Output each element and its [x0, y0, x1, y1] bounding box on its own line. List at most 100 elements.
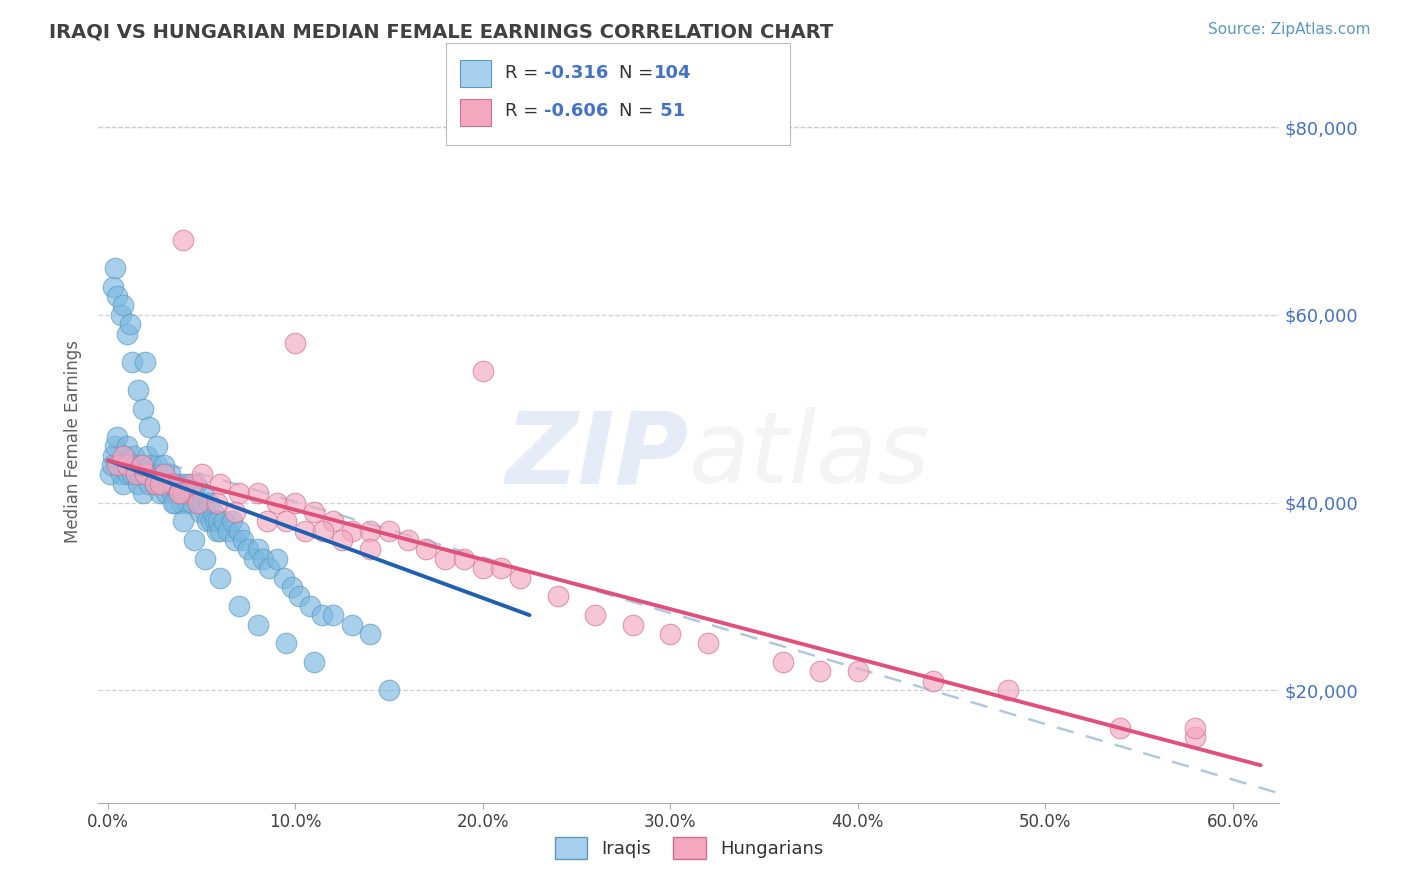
Point: [212, 514, 235, 528]
Point: [322, 514, 344, 528]
Point: [110, 467, 132, 482]
Point: [808, 665, 831, 679]
Point: [359, 524, 381, 538]
Point: [194, 551, 217, 566]
Point: [256, 514, 278, 528]
Point: [110, 308, 132, 322]
Point: [136, 449, 159, 463]
Point: [359, 627, 381, 641]
Point: [181, 476, 204, 491]
Point: [131, 458, 153, 472]
Point: [378, 524, 401, 538]
Point: [696, 636, 718, 650]
Point: [547, 590, 569, 604]
Point: [138, 476, 160, 491]
Point: [195, 514, 218, 528]
Point: [193, 486, 215, 500]
Point: [167, 486, 190, 500]
Point: [131, 458, 153, 472]
Point: [274, 514, 297, 528]
Point: [172, 476, 194, 491]
Point: [471, 561, 494, 575]
Point: [299, 599, 322, 613]
Point: [162, 495, 184, 509]
Point: [772, 655, 794, 669]
Point: [266, 495, 288, 509]
Point: [396, 533, 419, 547]
Point: [145, 439, 167, 453]
Point: [176, 495, 198, 509]
Point: [160, 486, 183, 500]
Point: [103, 449, 125, 463]
Point: [1184, 721, 1206, 735]
Point: [155, 486, 177, 500]
Point: [340, 617, 363, 632]
Point: [471, 364, 494, 378]
Point: [132, 401, 155, 416]
Text: atlas: atlas: [689, 408, 931, 505]
Point: [228, 486, 250, 500]
Point: [166, 476, 188, 491]
Point: [184, 476, 207, 491]
Point: [194, 505, 217, 519]
Point: [153, 467, 176, 482]
Point: [209, 524, 232, 538]
Point: [183, 533, 205, 547]
Point: [246, 542, 269, 557]
Point: [104, 439, 127, 453]
Point: [100, 458, 122, 472]
Text: R =: R =: [505, 103, 544, 120]
Text: N =: N =: [619, 103, 658, 120]
Point: [128, 467, 150, 482]
Point: [201, 505, 224, 519]
Point: [173, 486, 195, 500]
Point: [312, 524, 335, 538]
Point: [224, 505, 246, 519]
Point: [104, 260, 127, 275]
Point: [127, 476, 149, 491]
Point: [153, 458, 176, 472]
Point: [453, 551, 475, 566]
Point: [209, 571, 232, 585]
Point: [181, 495, 204, 509]
Point: [121, 355, 143, 369]
Point: [284, 495, 307, 509]
Point: [311, 608, 333, 623]
Point: [190, 495, 212, 509]
Point: [125, 458, 148, 472]
Point: [200, 514, 222, 528]
Point: [583, 608, 606, 623]
Point: [330, 533, 353, 547]
Text: Source: ZipAtlas.com: Source: ZipAtlas.com: [1208, 22, 1371, 37]
Point: [142, 467, 165, 482]
Point: [257, 561, 280, 575]
Point: [134, 355, 156, 369]
Point: [156, 476, 179, 491]
Point: [115, 458, 138, 472]
Point: [434, 551, 457, 566]
Point: [111, 298, 134, 312]
Point: [172, 233, 194, 247]
Point: [224, 533, 246, 547]
Point: [115, 439, 138, 453]
Point: [159, 467, 181, 482]
Point: [243, 551, 266, 566]
Point: [284, 336, 307, 351]
Point: [134, 467, 156, 482]
Y-axis label: Median Female Earnings: Median Female Earnings: [65, 340, 83, 543]
Point: [997, 683, 1019, 698]
Point: [232, 533, 254, 547]
Point: [170, 495, 193, 509]
Point: [221, 514, 243, 528]
Point: [114, 449, 136, 463]
Point: [134, 467, 156, 482]
Point: [288, 590, 311, 604]
Point: [280, 580, 302, 594]
Point: [149, 486, 172, 500]
Point: [150, 476, 173, 491]
Point: [153, 467, 176, 482]
Point: [172, 486, 194, 500]
Point: [204, 514, 226, 528]
Point: [165, 495, 187, 509]
Point: [238, 542, 260, 557]
